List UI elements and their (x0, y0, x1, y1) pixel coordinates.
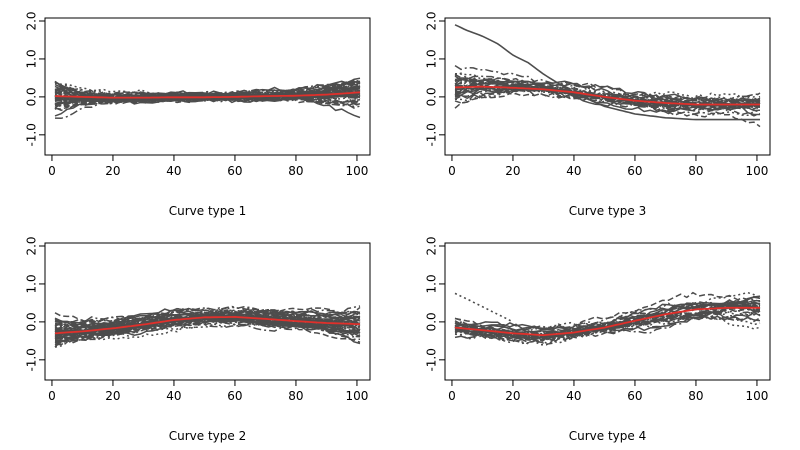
x-tick-label: 40 (566, 389, 581, 403)
outlier-curve (454, 292, 514, 323)
x-tick-label: 100 (345, 164, 368, 178)
sample-curve (54, 307, 361, 329)
sample-curve (454, 303, 761, 337)
x-tick-label: 20 (105, 389, 120, 403)
sample-curve (54, 311, 361, 333)
sample-curve (54, 83, 361, 120)
sample-curve (54, 89, 361, 109)
curves (54, 305, 361, 348)
x-tick-label: 80 (688, 389, 703, 403)
sample-curve (454, 82, 761, 111)
y-tick-label: 0.0 (25, 87, 39, 106)
panel-1: 0 20 40 60 80 100 -1.0 0.0 1.0 2.0 Curve type 1 (25, 11, 371, 218)
x-tick-label: 20 (505, 389, 520, 403)
panel-title: Curve type 1 (169, 204, 246, 218)
x-tick-label: 20 (505, 164, 520, 178)
y-tick-label: 2.0 (425, 236, 439, 255)
sample-curve (454, 80, 760, 116)
x-tick-label: 80 (288, 389, 303, 403)
mean-curve (454, 85, 760, 106)
x-tick-label: 60 (227, 389, 242, 403)
y-tick-label: -1.0 (425, 123, 439, 146)
y-tick-label: -1.0 (25, 348, 39, 371)
x-tick-label: 20 (105, 164, 120, 178)
y-tick-label: 1.0 (425, 49, 439, 68)
x-tick-label: 40 (566, 164, 581, 178)
curves (454, 291, 761, 346)
x-tick-label: 100 (745, 164, 768, 178)
x-tick-label: 60 (227, 164, 242, 178)
y-tick-label: 1.0 (25, 49, 39, 68)
panel-title: Curve type 3 (569, 204, 646, 218)
plot-frame (444, 242, 771, 381)
sample-curve (454, 64, 761, 109)
x-tick-label: 40 (166, 389, 181, 403)
panel-title: Curve type 4 (569, 429, 646, 443)
sample-curve (54, 306, 361, 328)
x-tick-label: 60 (627, 164, 642, 178)
x-tick-label: 0 (48, 389, 56, 403)
mean-curve (54, 91, 361, 99)
x-tick-label: 0 (448, 389, 456, 403)
plot-frame (44, 17, 371, 156)
y-tick-label: -1.0 (25, 123, 39, 146)
panel-2: 0 20 40 60 80 100 -1.0 0.0 1.0 2.0 Curve type 2 (25, 236, 371, 443)
y-tick-label: 1.0 (425, 274, 439, 293)
sample-curve (454, 80, 761, 118)
curves (454, 24, 761, 128)
sample-curve (54, 314, 361, 340)
panel-title: Curve type 2 (169, 429, 246, 443)
x-tick-label: 80 (688, 164, 703, 178)
sample-curve (54, 77, 361, 101)
y-tick-label: 0.0 (425, 87, 439, 106)
panel-3: 0 20 40 60 80 100 -1.0 0.0 1.0 2.0 Curve type 3 (425, 11, 771, 218)
y-tick-label: 0.0 (25, 312, 39, 331)
y-tick-label: 2.0 (425, 11, 439, 30)
x-tick-label: 0 (448, 164, 456, 178)
plot-frame (44, 242, 371, 381)
sample-curve (54, 318, 361, 338)
y-tick-label: 2.0 (25, 236, 39, 255)
y-tick-label: 1.0 (25, 274, 39, 293)
sample-curve (54, 81, 361, 105)
sample-curve (54, 313, 361, 330)
panel-4: 0 20 40 60 80 100 -1.0 0.0 1.0 2.0 Curve type 4 (425, 236, 771, 443)
curves (54, 77, 361, 120)
y-tick-label: 2.0 (25, 11, 39, 30)
x-tick-label: 100 (745, 389, 768, 403)
mean-curve (54, 315, 361, 335)
plot-frame (444, 17, 771, 156)
sample-curve (454, 82, 761, 107)
x-tick-label: 0 (48, 164, 56, 178)
sample-curve (454, 77, 761, 103)
y-tick-label: 0.0 (425, 312, 439, 331)
x-tick-label: 40 (166, 164, 181, 178)
sample-curve (54, 317, 361, 333)
sample-curve (54, 309, 361, 346)
y-tick-label: -1.0 (425, 348, 439, 371)
mean-curve (454, 306, 760, 337)
sample-curve (454, 295, 761, 337)
x-tick-label: 80 (288, 164, 303, 178)
x-tick-label: 60 (627, 389, 642, 403)
x-tick-label: 100 (345, 389, 368, 403)
outlier-curve (454, 24, 760, 121)
